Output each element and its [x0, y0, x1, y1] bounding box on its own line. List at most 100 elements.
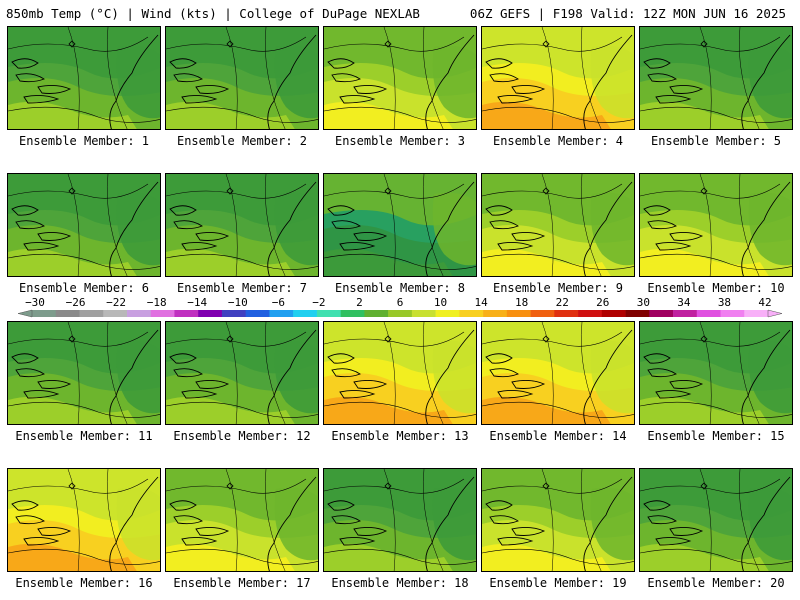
- station-marker-icon: [542, 40, 550, 48]
- color-scale-segment: [150, 310, 175, 317]
- ensemble-member-label: Ensemble Member: 4: [492, 134, 624, 148]
- color-scale-segment: [483, 310, 508, 317]
- ensemble-member-label: Ensemble Member: 18: [331, 576, 469, 590]
- color-scale-segment: [601, 310, 626, 317]
- ensemble-map-7: [165, 173, 319, 277]
- station-marker-icon: [226, 482, 234, 490]
- temperature-map: [324, 27, 476, 129]
- ensemble-member-label: Ensemble Member: 16: [15, 576, 153, 590]
- ensemble-map-10: [639, 173, 793, 277]
- ensemble-member-label: Ensemble Member: 15: [647, 429, 785, 443]
- station-marker-icon: [542, 187, 550, 195]
- ensemble-map-6: [7, 173, 161, 277]
- station-marker-icon: [68, 482, 76, 490]
- station-marker-icon: [384, 40, 392, 48]
- color-scale-segment: [79, 310, 104, 317]
- color-scale-segment: [411, 310, 436, 317]
- station-marker-icon: [700, 187, 708, 195]
- color-scale-segment: [649, 310, 674, 317]
- color-scale-segment: [126, 310, 152, 317]
- ensemble-map-15: [639, 321, 793, 425]
- color-scale-segment: [578, 310, 603, 317]
- color-scale-tick-label: 30: [636, 296, 650, 309]
- color-scale-tick-label: 2: [356, 296, 363, 309]
- ensemble-map-13: [323, 321, 477, 425]
- color-scale-tick-label: 10: [433, 296, 448, 309]
- color-scale-segment: [720, 310, 745, 317]
- color-scale-tick-label: 6: [396, 296, 404, 309]
- station-marker-icon: [68, 335, 76, 343]
- scale-left-arrow-icon: [17, 309, 33, 318]
- ensemble-map-1: [7, 26, 161, 130]
- color-scale-tick-label: −14: [187, 296, 208, 309]
- color-scale-segment: [625, 310, 650, 317]
- temperature-map: [482, 27, 634, 129]
- color-scale-tick-label: 22: [555, 296, 569, 309]
- header-valid-time: 06Z GEFS | F198 Valid: 12Z MON JUN 16 20…: [469, 6, 786, 21]
- ensemble-member-label: Ensemble Member: 12: [173, 429, 311, 443]
- color-scale-segment: [316, 310, 341, 317]
- ensemble-map-16: [7, 468, 161, 572]
- temperature-map: [482, 322, 634, 424]
- color-scale-segment: [530, 310, 555, 317]
- ensemble-member-label: Ensemble Member: 7: [176, 281, 308, 295]
- color-scale-segment: [744, 310, 769, 317]
- temperature-map: [640, 27, 792, 129]
- color-scale-segment: [696, 310, 721, 317]
- ensemble-map-3: [323, 26, 477, 130]
- ensemble-member-label: Ensemble Member: 3: [334, 134, 466, 148]
- color-scale-segment: [221, 310, 246, 317]
- station-marker-icon: [700, 482, 708, 490]
- temperature-map: [324, 322, 476, 424]
- ensemble-map-12: [165, 321, 319, 425]
- ensemble-member-label: Ensemble Member: 2: [176, 134, 308, 148]
- ensemble-map-2: [165, 26, 319, 130]
- color-scale-segment: [198, 310, 223, 317]
- ensemble-map-20: [639, 468, 793, 572]
- color-scale-tick-label: −22: [106, 296, 127, 309]
- temperature-map: [8, 469, 160, 571]
- temperature-map: [324, 469, 476, 571]
- ensemble-map-4: [481, 26, 635, 130]
- temperature-map: [166, 27, 318, 129]
- ensemble-member-label: Ensemble Member: 9: [492, 281, 624, 295]
- ensemble-member-label: Ensemble Member: 14: [489, 429, 627, 443]
- ensemble-member-label: Ensemble Member: 10: [647, 281, 785, 295]
- color-scale: −30 −26 −22 −18 −14 −10 −6 −2 2 6 10 14 18 22 26 30 34 38…: [0, 296, 800, 320]
- ensemble-member-label: Ensemble Member: 11: [15, 429, 153, 443]
- color-scale-segment: [506, 310, 531, 317]
- color-scale-segment: [388, 310, 413, 317]
- color-scale-segment: [245, 310, 270, 317]
- temperature-map: [8, 174, 160, 276]
- temperature-map: [324, 174, 476, 276]
- color-scale-bar: [17, 309, 783, 318]
- ensemble-map-19: [481, 468, 635, 572]
- temperature-map: [8, 27, 160, 129]
- temperature-map: [640, 174, 792, 276]
- temperature-map: [482, 174, 634, 276]
- ensemble-member-label: Ensemble Member: 13: [331, 429, 469, 443]
- station-marker-icon: [542, 335, 550, 343]
- color-scale-tick-label: −30: [25, 296, 45, 309]
- temperature-map: [166, 174, 318, 276]
- color-scale-segment: [269, 310, 294, 317]
- color-scale-segment: [554, 310, 579, 317]
- ensemble-member-label: Ensemble Member: 8: [334, 281, 466, 295]
- header-title: 850mb Temp (°C) | Wind (kts) | College o…: [6, 6, 420, 21]
- color-scale-tick-label: −26: [65, 296, 86, 309]
- temperature-map: [166, 322, 318, 424]
- ensemble-member-label: Ensemble Member: 20: [647, 576, 785, 590]
- temperature-map: [8, 322, 160, 424]
- color-scale-segment: [340, 310, 365, 317]
- color-scale-segment: [103, 310, 128, 317]
- station-marker-icon: [226, 187, 234, 195]
- ensemble-map-14: [481, 321, 635, 425]
- color-scale-tick-label: −18: [146, 296, 167, 309]
- ensemble-map-18: [323, 468, 477, 572]
- temperature-map: [482, 469, 634, 571]
- station-marker-icon: [226, 335, 234, 343]
- temperature-map: [640, 469, 792, 571]
- color-scale-tick-label: 34: [677, 296, 691, 309]
- color-scale-segment: [673, 310, 698, 317]
- color-scale-segment: [174, 310, 199, 317]
